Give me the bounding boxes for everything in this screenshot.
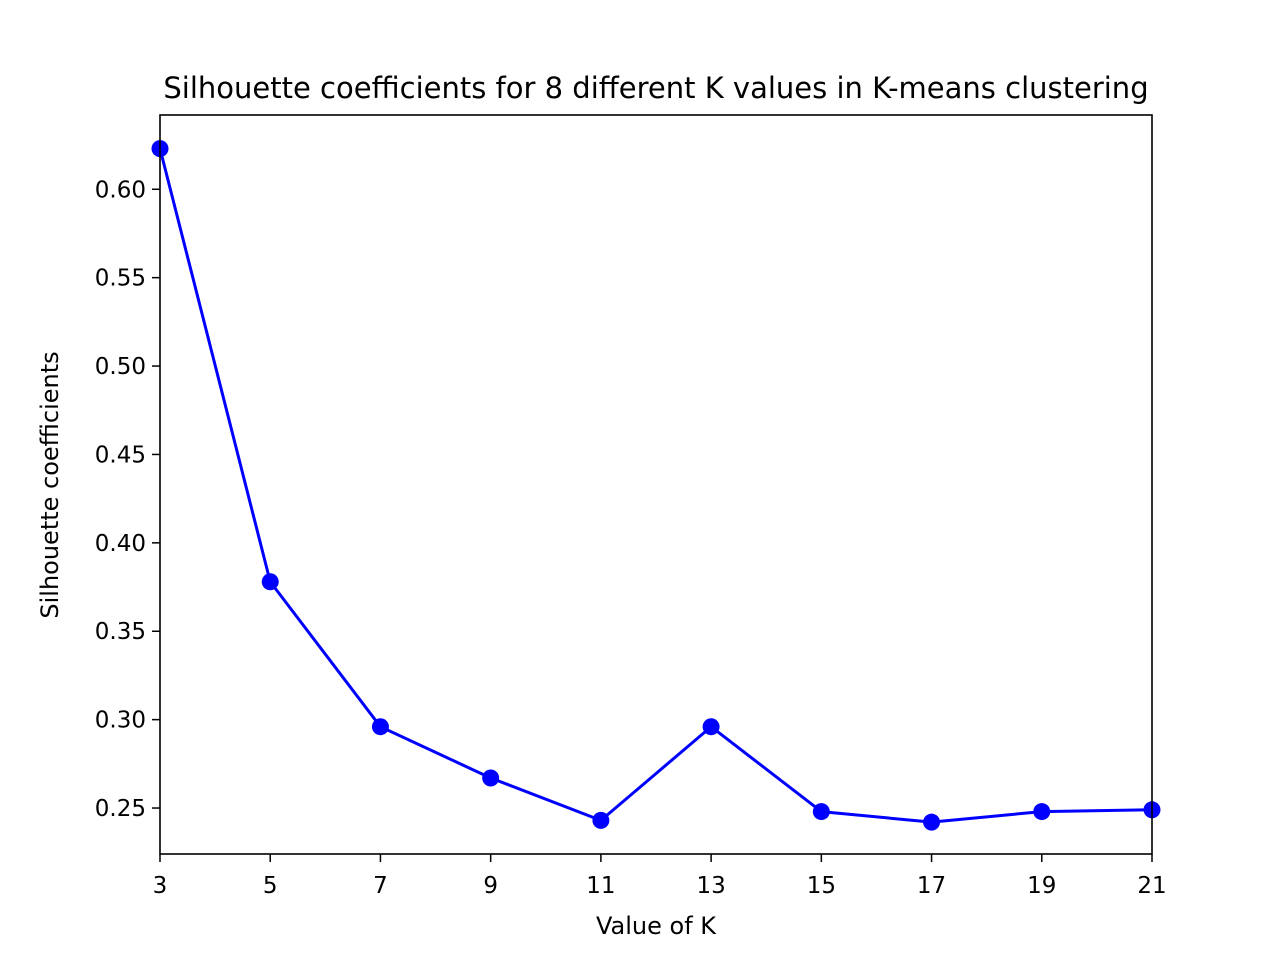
- data-point: [1033, 803, 1051, 821]
- x-tick-label: 13: [696, 873, 725, 899]
- y-tick-label: 0.30: [95, 708, 146, 734]
- x-axis: 3 5 7 9 11 13 15 17 19 21: [153, 854, 1167, 899]
- x-tick-label: 17: [917, 873, 946, 899]
- y-tick-label: 0.55: [95, 266, 146, 292]
- data-point: [371, 718, 389, 736]
- x-axis-label: Value of K: [596, 912, 717, 940]
- y-tick-label: 0.40: [95, 531, 146, 557]
- y-axis: 0.25 0.30 0.35 0.40 0.45 0.50 0.55 0.60: [95, 177, 160, 822]
- data-point: [261, 573, 279, 591]
- plot-frame: [159, 114, 1153, 855]
- x-tick-label: 15: [807, 873, 836, 899]
- x-tick-label: 21: [1137, 873, 1166, 899]
- y-axis-label: Silhouette coefficients: [36, 351, 64, 618]
- data-point: [482, 769, 500, 787]
- chart-title: Silhouette coefficients for 8 different …: [163, 71, 1148, 105]
- series-line: [158, 148, 1153, 824]
- x-tick-label: 3: [153, 873, 168, 899]
- y-tick-label: 0.25: [95, 796, 146, 822]
- y-tick-label: 0.50: [95, 354, 146, 380]
- x-tick-label: 7: [373, 873, 388, 899]
- plot-area: [151, 114, 1161, 855]
- y-tick-label: 0.35: [95, 619, 146, 645]
- y-tick-label: 0.45: [95, 442, 146, 468]
- x-tick-label: 5: [263, 873, 278, 899]
- data-point: [702, 718, 720, 736]
- x-tick-label: 11: [586, 873, 615, 899]
- data-point: [812, 803, 830, 821]
- data-point: [592, 811, 610, 829]
- x-tick-label: 19: [1027, 873, 1056, 899]
- data-point: [923, 813, 941, 831]
- x-tick-label: 9: [483, 873, 498, 899]
- series-layer: [151, 140, 1161, 831]
- y-tick-label: 0.60: [95, 177, 146, 203]
